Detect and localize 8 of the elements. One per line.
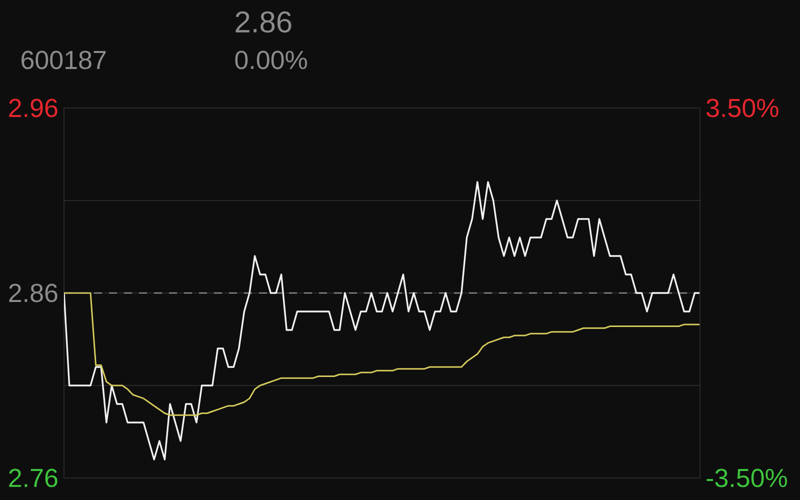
y-tick-label: 2.96 [9,98,58,118]
y-tick-label: 2.86 [9,284,58,302]
y2-tick-label: 3.50% [706,98,778,118]
y-tick-label: 2.76 [9,468,58,488]
text: 2.86 [236,11,292,33]
y2-tick-label: -3.50% [706,468,787,488]
text: 0.00% [235,50,307,70]
text: 600187 [22,50,106,70]
